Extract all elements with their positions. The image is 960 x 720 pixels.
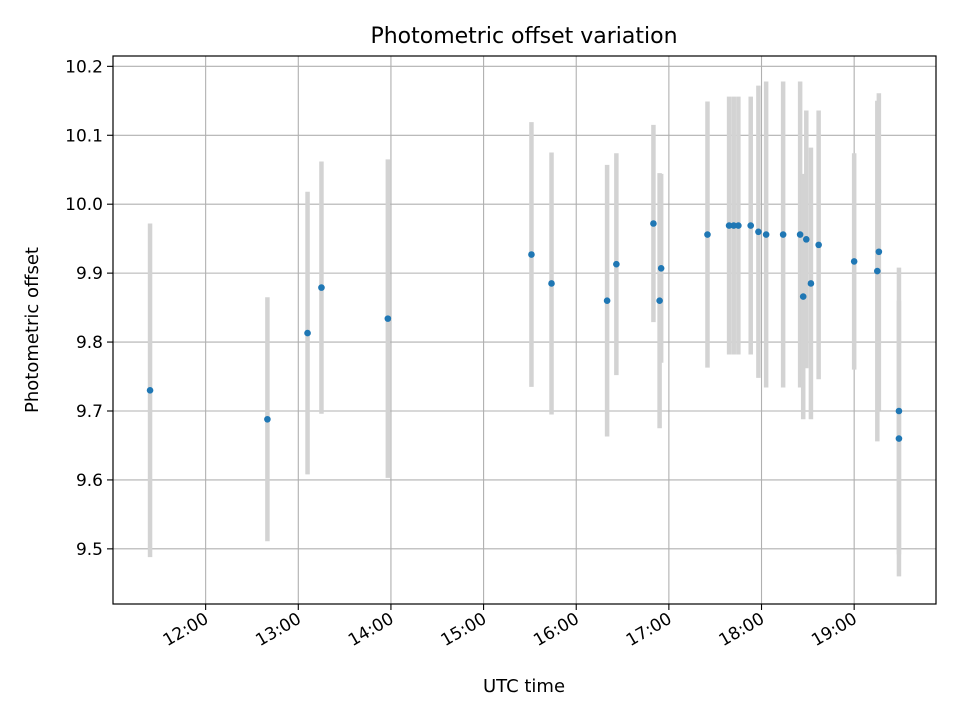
data-point xyxy=(799,293,807,300)
data-point xyxy=(548,280,555,287)
data-point xyxy=(704,231,711,238)
data-point xyxy=(802,236,810,243)
x-tick-label: 13:00 xyxy=(252,609,304,651)
data-point xyxy=(603,297,611,305)
data-point xyxy=(796,231,804,238)
data-point xyxy=(874,267,881,275)
y-tick-label: 10.1 xyxy=(65,126,103,146)
x-axis-label: UTC time xyxy=(483,676,565,697)
data-point xyxy=(725,222,733,229)
y-tick-label: 9.6 xyxy=(76,471,103,491)
data-point xyxy=(875,248,883,256)
data-point xyxy=(895,435,903,442)
y-axis-ticks: 9.5 9.6 9.7 9.8 9.9 10.0 10.1 10.2 xyxy=(65,57,113,560)
data-point xyxy=(735,222,742,229)
x-tick-label: 14:00 xyxy=(345,609,397,651)
y-tick-label: 9.9 xyxy=(76,264,103,284)
y-tick-label: 9.8 xyxy=(76,333,103,353)
y-tick-label: 9.7 xyxy=(76,402,103,422)
x-tick-label: 18:00 xyxy=(716,609,768,651)
data-points xyxy=(146,220,903,442)
data-point xyxy=(384,315,392,322)
x-tick-label: 12:00 xyxy=(160,609,212,651)
chart-title: Photometric offset variation xyxy=(370,24,677,49)
data-point xyxy=(528,251,535,258)
error-bars xyxy=(147,81,902,577)
data-point xyxy=(755,228,762,236)
data-point xyxy=(730,222,738,229)
x-tick-label: 15:00 xyxy=(438,609,490,651)
data-point xyxy=(146,387,154,394)
data-point xyxy=(815,241,822,249)
x-axis-ticks: 12:00 13:00 14:00 15:00 16:00 17:00 18:00 19:00 xyxy=(160,604,861,651)
y-tick-label: 10.0 xyxy=(65,195,103,215)
data-point xyxy=(613,260,620,268)
y-tick-label: 9.5 xyxy=(76,540,103,560)
data-point xyxy=(762,231,770,238)
data-point xyxy=(650,220,657,227)
data-point xyxy=(895,407,903,415)
y-axis-label: Photometric offset xyxy=(22,247,43,413)
data-point xyxy=(850,258,858,265)
x-tick-label: 17:00 xyxy=(623,609,675,651)
data-point xyxy=(807,280,815,287)
data-point xyxy=(264,415,271,423)
x-tick-label: 16:00 xyxy=(530,609,582,651)
data-point xyxy=(747,222,755,229)
data-point xyxy=(318,284,325,291)
data-point xyxy=(779,231,787,238)
data-point xyxy=(656,297,663,305)
x-tick-label: 19:00 xyxy=(808,609,860,651)
data-point xyxy=(657,265,665,272)
plot-frame xyxy=(112,55,937,605)
y-tick-label: 10.2 xyxy=(65,57,103,77)
data-point xyxy=(304,329,311,337)
